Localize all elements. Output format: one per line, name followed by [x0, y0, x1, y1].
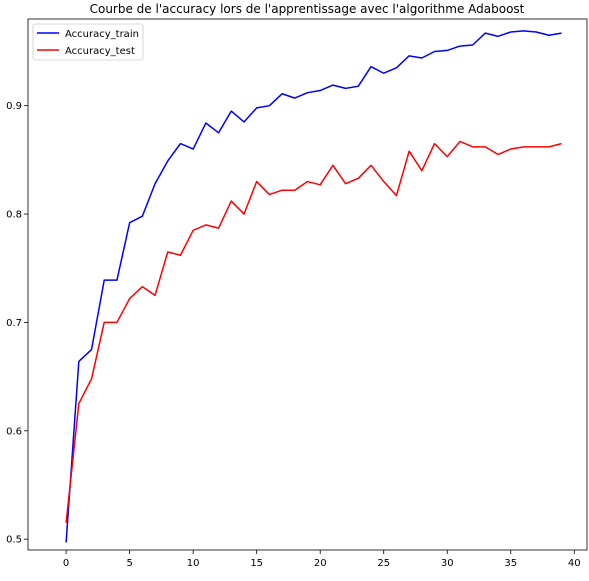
x-tick-label: 15	[250, 558, 263, 569]
series-line-accuracy-train	[66, 31, 561, 542]
x-tick-label: 25	[377, 558, 390, 569]
x-tick-label: 10	[187, 558, 200, 569]
y-tick-label: 0.6	[6, 426, 22, 437]
y-tick-label: 0.5	[6, 535, 22, 546]
legend: Accuracy_train Accuracy_test	[33, 24, 143, 60]
series-line-accuracy-test	[66, 141, 561, 522]
plot-frame	[28, 19, 587, 550]
y-axis: 0.5 0.6 0.7 0.8 0.9	[6, 101, 28, 545]
y-tick-label: 0.7	[6, 318, 22, 329]
plot-lines	[66, 31, 561, 542]
y-tick-label: 0.9	[6, 101, 22, 112]
x-tick-label: 0	[63, 558, 69, 569]
x-tick-label: 35	[504, 558, 517, 569]
x-axis: 0 5 10 15 20 25 30 35 40	[63, 550, 581, 569]
x-tick-label: 30	[441, 558, 454, 569]
chart-title: Courbe de l'accuracy lors de l'apprentis…	[90, 2, 525, 16]
x-tick-label: 20	[314, 558, 327, 569]
x-tick-label: 5	[126, 558, 132, 569]
x-tick-label: 40	[568, 558, 581, 569]
legend-label-train: Accuracy_train	[65, 29, 139, 40]
y-tick-label: 0.8	[6, 210, 22, 221]
legend-label-test: Accuracy_test	[65, 46, 135, 57]
